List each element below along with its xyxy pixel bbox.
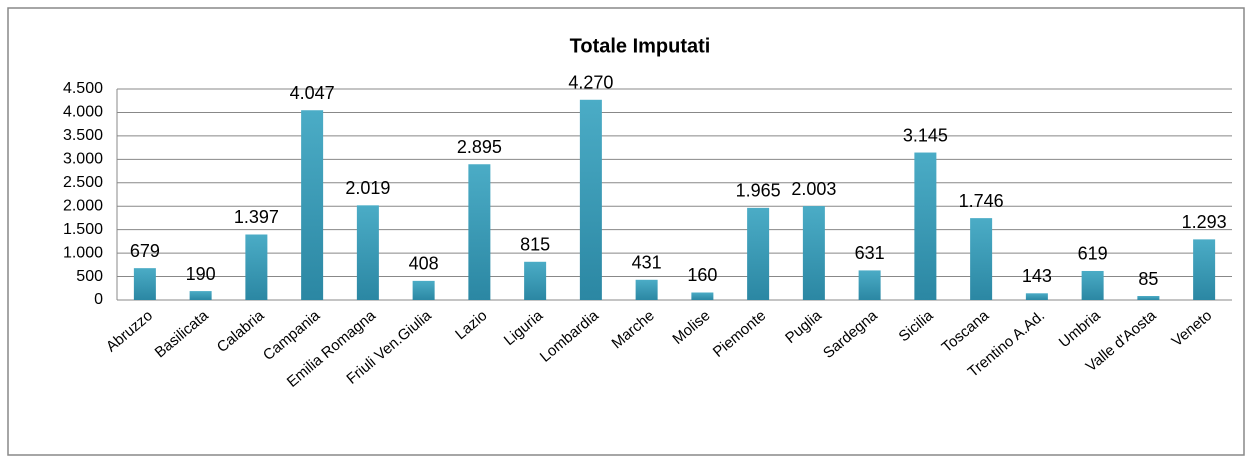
bar xyxy=(691,292,714,300)
value-label: 3.145 xyxy=(903,125,948,145)
value-label: 431 xyxy=(632,253,662,273)
bar xyxy=(468,164,491,300)
chart-title: Totale Imputati xyxy=(570,35,711,57)
value-label: 1.746 xyxy=(959,191,1004,211)
bar xyxy=(1081,270,1104,300)
bar xyxy=(635,279,658,300)
value-label: 2.895 xyxy=(457,137,502,157)
bar xyxy=(412,280,435,300)
bar xyxy=(245,234,268,300)
value-label: 2.019 xyxy=(345,178,390,198)
value-label: 85 xyxy=(1138,269,1158,289)
bar xyxy=(747,207,770,300)
y-tick-label: 2.000 xyxy=(63,197,103,214)
value-label: 1.293 xyxy=(1182,212,1227,232)
value-label: 160 xyxy=(687,265,717,285)
value-label: 619 xyxy=(1078,244,1108,264)
bar xyxy=(133,268,156,300)
bar xyxy=(524,261,547,300)
value-label: 815 xyxy=(520,235,550,255)
y-tick-label: 0 xyxy=(94,291,103,308)
bar xyxy=(970,218,993,300)
value-label: 2.003 xyxy=(791,179,836,199)
value-label: 679 xyxy=(130,241,160,261)
y-tick-label: 500 xyxy=(76,268,103,285)
chart-frame xyxy=(7,7,1245,456)
value-label: 1.965 xyxy=(736,181,781,201)
value-label: 631 xyxy=(855,243,885,263)
bar xyxy=(1137,296,1160,300)
value-label: 4.270 xyxy=(568,73,613,93)
y-tick-label: 1.000 xyxy=(63,244,103,261)
y-tick-label: 1.500 xyxy=(63,221,103,238)
bar xyxy=(356,205,379,300)
y-tick-label: 4.000 xyxy=(63,104,103,121)
value-label: 408 xyxy=(409,254,439,274)
bar xyxy=(802,206,825,300)
bar xyxy=(914,152,937,300)
bar xyxy=(301,110,324,301)
bar xyxy=(1193,239,1216,300)
bar xyxy=(189,291,212,300)
value-label: 143 xyxy=(1022,266,1052,286)
value-label: 4.047 xyxy=(290,83,335,103)
value-label: 190 xyxy=(186,264,216,284)
y-tick-label: 4.500 xyxy=(63,80,103,97)
value-label: 1.397 xyxy=(234,207,279,227)
bar xyxy=(1025,293,1048,300)
y-tick-label: 2.500 xyxy=(63,174,103,191)
bar xyxy=(858,270,881,300)
y-tick-label: 3.000 xyxy=(63,151,103,168)
bar xyxy=(579,99,602,300)
y-tick-label: 3.500 xyxy=(63,127,103,144)
